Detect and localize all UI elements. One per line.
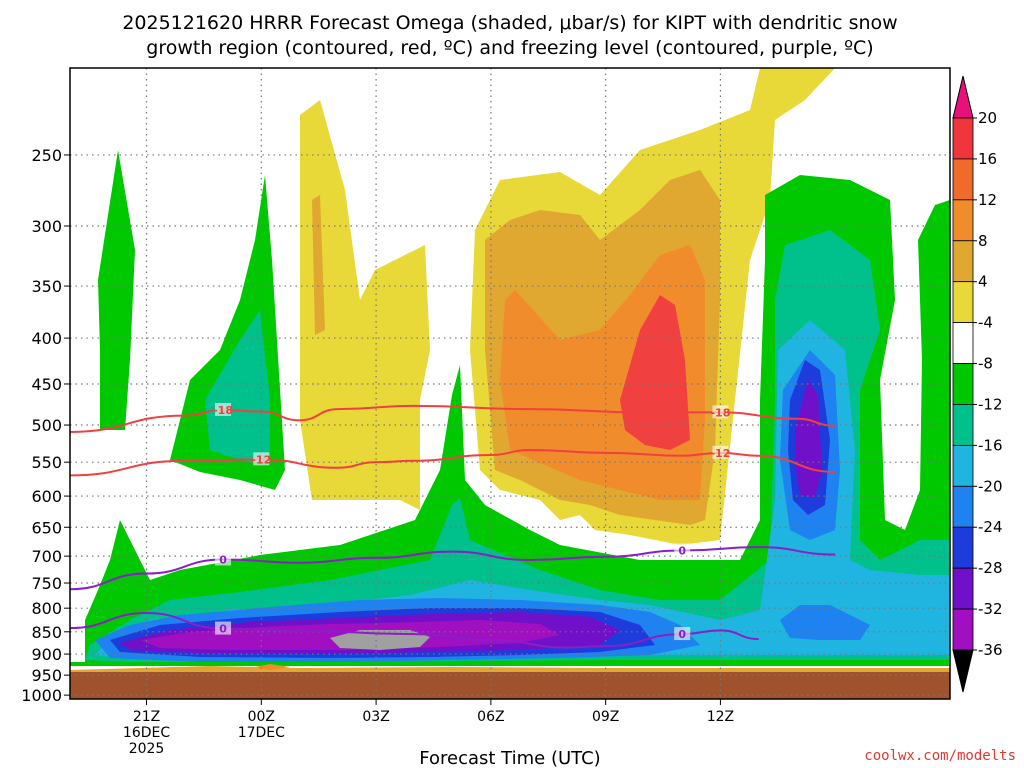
colorbar-segment <box>952 363 974 405</box>
contour-label: 0 <box>678 545 686 558</box>
colorbar-label: -32 <box>978 600 1003 618</box>
colorbar-bottom-arrow <box>952 649 974 693</box>
colorbar-segment <box>952 322 974 364</box>
contour-label: 0 <box>219 553 227 566</box>
contour-label-bg <box>215 552 232 566</box>
colorbar-label: -28 <box>978 559 1003 577</box>
colorbar-label: -8 <box>978 355 993 373</box>
ground-fill <box>70 672 950 699</box>
y-tick-label: 800 <box>31 599 62 618</box>
colorbar-segment <box>952 281 974 324</box>
colorbar-label: 20 <box>978 109 997 127</box>
colorbar-segment <box>952 404 974 446</box>
y-tick-label: 900 <box>31 645 62 664</box>
colorbar-segment <box>952 240 974 283</box>
colorbar-segment <box>952 158 974 201</box>
y-tick-label: 450 <box>31 375 62 394</box>
colorbar-label: 4 <box>978 273 988 291</box>
contour-line <box>70 546 836 591</box>
surface-orange-blob <box>255 664 290 670</box>
chart-title-line2: growth region (contoured, red, ºC) and f… <box>146 37 873 59</box>
surface-warm-band <box>70 666 950 673</box>
y-tick-label: 350 <box>31 277 62 296</box>
colorbar-segment <box>952 485 974 528</box>
y-tick-label: 850 <box>31 623 62 642</box>
x-tick-label: 16DEC <box>123 725 170 741</box>
colorbar-segment <box>952 444 974 487</box>
grid-lines <box>70 68 950 699</box>
contour-label-bg <box>674 543 691 557</box>
y-tick-label: 700 <box>31 547 62 566</box>
colorbar-label: -20 <box>978 477 1003 495</box>
x-tick-label: 17DEC <box>238 725 285 741</box>
contour-label-bg <box>674 627 691 641</box>
colorbar-top-arrow <box>952 75 974 119</box>
x-axis-label: Forecast Time (UTC) <box>419 748 600 768</box>
y-tick-label: 300 <box>31 217 62 236</box>
x-tick-label: 00Z <box>248 709 275 725</box>
contour-label: -18 <box>710 406 730 419</box>
omega-shade-neg24to28 <box>795 380 822 498</box>
plot-area: -18 -18 -12 -12 0 0 0 0 <box>70 68 950 699</box>
colorbar: 20 16 12 8 4 -4 -8 -12 -16 -20 -24 -28 -32 -36 <box>952 75 1003 693</box>
colorbar-segment <box>952 199 974 242</box>
x-tick-label: 06Z <box>477 709 504 725</box>
colorbar-label: 8 <box>978 232 988 250</box>
colorbar-label: -36 <box>978 641 1003 659</box>
contour-label: -12 <box>710 447 730 460</box>
colorbar-label: -16 <box>978 436 1003 454</box>
colorbar-label: -24 <box>978 518 1003 536</box>
surface-green-band <box>70 662 950 666</box>
y-tick-label: 600 <box>31 487 62 506</box>
colorbar-segment <box>952 567 974 610</box>
contour-label: 0 <box>678 628 686 641</box>
x-tick-label: 03Z <box>362 709 389 725</box>
contour-label-bg <box>253 452 270 466</box>
omega-shade-8to12-b <box>312 195 325 335</box>
x-tick-label: 21Z <box>133 709 160 725</box>
colorbar-label: 16 <box>978 150 997 168</box>
y-tick-label: 500 <box>31 416 62 435</box>
y-tick-label: 400 <box>31 329 62 348</box>
y-tick-label: 250 <box>31 146 62 165</box>
contour-label-bg <box>215 621 232 635</box>
credit-text: coolwx.com/modelts <box>864 748 1016 764</box>
contour-layer: -18 -18 -12 -12 0 0 0 0 <box>70 402 836 649</box>
contour-label-bg <box>712 405 729 419</box>
contour-label: -18 <box>213 404 233 417</box>
y-tick-label: 1000 <box>21 686 62 705</box>
x-tick-label: 12Z <box>707 709 734 725</box>
omega-shade-4to8 <box>300 100 430 510</box>
contour-label: -12 <box>251 453 271 466</box>
x-tick-label: 2025 <box>129 741 165 757</box>
colorbar-segment <box>952 117 974 160</box>
contour-label-bg <box>215 402 232 416</box>
colorbar-label: -4 <box>978 314 993 332</box>
y-tick-label: 950 <box>31 666 62 685</box>
omega-shade-neg8to12 <box>205 310 270 465</box>
omega-shade-neg4to8 <box>98 150 135 430</box>
chart-title-line1: 2025121620 HRRR Forecast Omega (shaded, … <box>122 12 897 34</box>
contour-label-bg <box>712 445 729 459</box>
colorbar-label: 12 <box>978 191 997 209</box>
y-tick-label: 650 <box>31 518 62 537</box>
contour-label: 0 <box>219 623 227 636</box>
omega-shade-16to20 <box>620 295 690 450</box>
y-axis: 250 300 350 400 450 500 550 600 650 700 750 800 850 9… <box>21 146 70 705</box>
y-tick-label: 550 <box>31 453 62 472</box>
colorbar-segment <box>952 608 974 651</box>
colorbar-segment <box>952 526 974 569</box>
colorbar-label: -12 <box>978 395 1003 413</box>
y-tick-label: 750 <box>31 574 62 593</box>
x-tick-label: 09Z <box>592 709 619 725</box>
